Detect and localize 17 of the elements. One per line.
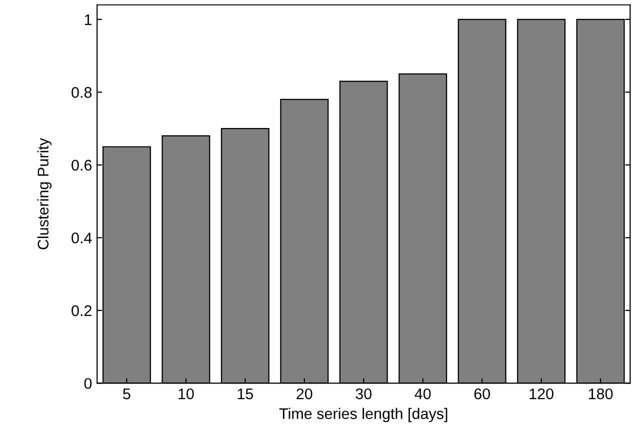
y-tick-label: 0.2	[72, 305, 92, 316]
x-tick-label: 5	[123, 388, 130, 400]
y-tick-label: 0.6	[72, 160, 92, 171]
x-axis-title: Time series length [days]	[279, 408, 448, 422]
x-tick-label: 15	[238, 388, 254, 400]
y-tick-label: 0.4	[72, 232, 92, 244]
x-tick-label: 20	[296, 388, 312, 400]
y-tick-label: 0.8	[72, 87, 92, 98]
x-tick-label: 40	[414, 388, 431, 400]
x-tick-label: 120	[530, 388, 554, 400]
y-axis-title: Clustering Purity	[37, 138, 52, 250]
y-tick-label: 0	[84, 378, 92, 389]
x-tick-label: 180	[588, 388, 613, 400]
x-tick-label: 60	[474, 388, 490, 400]
x-tick-label: 10	[178, 388, 194, 400]
x-tick-label: 30	[356, 388, 372, 400]
y-tick-label: 1	[84, 14, 92, 25]
